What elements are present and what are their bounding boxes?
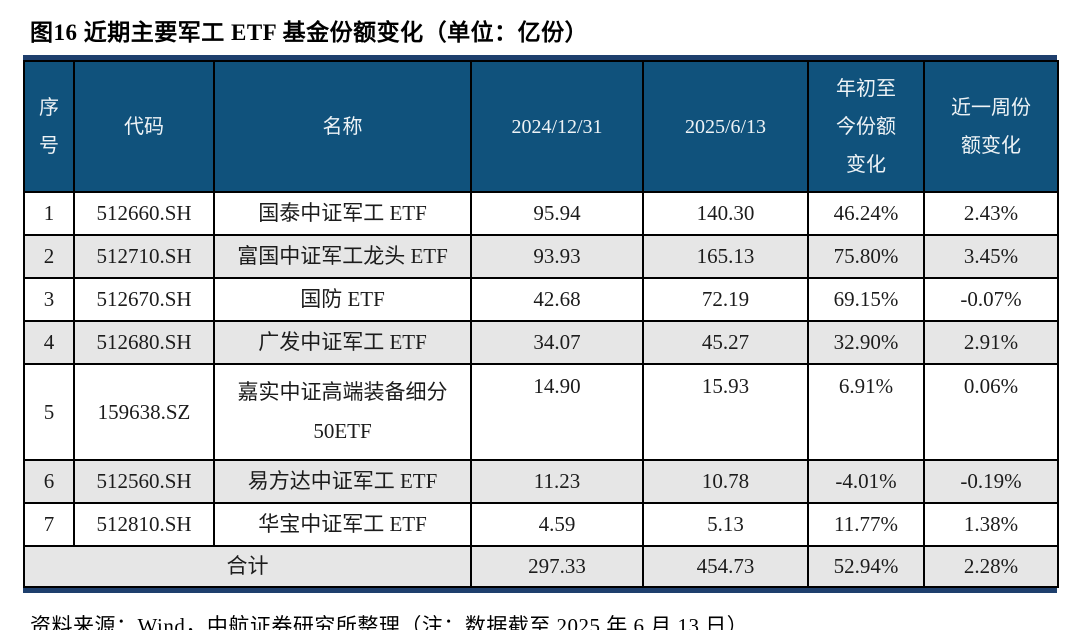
cell-code: 512660.SH <box>73 191 215 236</box>
data-source-note: 资料来源：Wind，中航证券研究所整理（注：数据截至 2025 年 6 月 13… <box>30 613 749 630</box>
total-label: 合计 <box>23 545 472 588</box>
cell-name: 广发中证军工 ETF <box>213 320 472 365</box>
table-row: 7 512810.SH 华宝中证军工 ETF 4.59 5.13 11.77% … <box>23 502 1059 547</box>
cell-no: 3 <box>23 277 75 322</box>
cell-no: 5 <box>23 363 75 461</box>
cell-code: 512560.SH <box>73 459 215 504</box>
cell-week: 3.45% <box>923 234 1059 279</box>
total-ytd: 52.94% <box>807 545 925 588</box>
cell-no: 1 <box>23 191 75 236</box>
cell-ytd: 11.77% <box>807 502 925 547</box>
cell-name: 华宝中证军工 ETF <box>213 502 472 547</box>
header-序号: 序 号 <box>23 60 75 193</box>
cell-ytd: 32.90% <box>807 320 925 365</box>
cell-2025: 5.13 <box>642 502 809 547</box>
cell-2024: 4.59 <box>470 502 644 547</box>
cell-week: 2.91% <box>923 320 1059 365</box>
header-2024-12-31: 2024/12/31 <box>470 60 644 193</box>
cell-no: 4 <box>23 320 75 365</box>
cell-week: -0.07% <box>923 277 1059 322</box>
cell-code: 512680.SH <box>73 320 215 365</box>
cell-name: 国泰中证军工 ETF <box>213 191 472 236</box>
cell-2025: 15.93 <box>642 363 809 461</box>
cell-ytd: 46.24% <box>807 191 925 236</box>
cell-no: 7 <box>23 502 75 547</box>
cell-code: 512710.SH <box>73 234 215 279</box>
cell-2024: 95.94 <box>470 191 644 236</box>
header-名称: 名称 <box>213 60 472 193</box>
cell-2025: 140.30 <box>642 191 809 236</box>
total-2025: 454.73 <box>642 545 809 588</box>
cell-code: 512810.SH <box>73 502 215 547</box>
cell-week: 2.43% <box>923 191 1059 236</box>
cell-2025: 45.27 <box>642 320 809 365</box>
cell-ytd: 69.15% <box>807 277 925 322</box>
table-row: 1 512660.SH 国泰中证军工 ETF 95.94 140.30 46.2… <box>23 191 1059 236</box>
cell-2025: 10.78 <box>642 459 809 504</box>
cell-2024: 42.68 <box>470 277 644 322</box>
report-figure-page: 图16 近期主要军工 ETF 基金份额变化（单位：亿份） 序 号 代码 名称 2… <box>0 13 1080 630</box>
total-week: 2.28% <box>923 545 1059 588</box>
table-row: 5 159638.SZ 嘉实中证高端装备细分 50ETF 14.90 15.93… <box>23 363 1059 461</box>
total-row: 合计 297.33 454.73 52.94% 2.28% <box>23 545 1059 588</box>
cell-name: 国防 ETF <box>213 277 472 322</box>
cell-week: 0.06% <box>923 363 1059 461</box>
cell-name: 嘉实中证高端装备细分 50ETF <box>213 363 472 461</box>
header-row: 序 号 代码 名称 2024/12/31 2025/6/13 年初至 今份额 变… <box>23 60 1059 193</box>
table-row: 4 512680.SH 广发中证军工 ETF 34.07 45.27 32.90… <box>23 320 1059 365</box>
cell-2025: 72.19 <box>642 277 809 322</box>
cell-name: 富国中证军工龙头 ETF <box>213 234 472 279</box>
cell-code: 512670.SH <box>73 277 215 322</box>
cell-week: 1.38% <box>923 502 1059 547</box>
figure-title: 图16 近期主要军工 ETF 基金份额变化（单位：亿份） <box>30 20 589 45</box>
cell-2024: 34.07 <box>470 320 644 365</box>
table-row: 3 512670.SH 国防 ETF 42.68 72.19 69.15% -0… <box>23 277 1059 322</box>
table-row: 6 512560.SH 易方达中证军工 ETF 11.23 10.78 -4.0… <box>23 459 1059 504</box>
cell-2024: 14.90 <box>470 363 644 461</box>
cell-name: 易方达中证军工 ETF <box>213 459 472 504</box>
header-2025-6-13: 2025/6/13 <box>642 60 809 193</box>
table-row: 2 512710.SH 富国中证军工龙头 ETF 93.93 165.13 75… <box>23 234 1059 279</box>
cell-ytd: 6.91% <box>807 363 925 461</box>
cell-2024: 11.23 <box>470 459 644 504</box>
header-年初至今份额变化: 年初至 今份额 变化 <box>807 60 925 193</box>
cell-ytd: 75.80% <box>807 234 925 279</box>
cell-2025: 165.13 <box>642 234 809 279</box>
cell-week: -0.19% <box>923 459 1059 504</box>
cell-ytd: -4.01% <box>807 459 925 504</box>
header-近一周份额变化: 近一周份 额变化 <box>923 60 1059 193</box>
header-代码: 代码 <box>73 60 215 193</box>
etf-share-table: 序 号 代码 名称 2024/12/31 2025/6/13 年初至 今份额 变… <box>23 60 1059 588</box>
total-2024: 297.33 <box>470 545 644 588</box>
cell-2024: 93.93 <box>470 234 644 279</box>
cell-no: 2 <box>23 234 75 279</box>
cell-code: 159638.SZ <box>73 363 215 461</box>
cell-no: 6 <box>23 459 75 504</box>
etf-share-table-wrapper: 序 号 代码 名称 2024/12/31 2025/6/13 年初至 今份额 变… <box>23 55 1059 593</box>
